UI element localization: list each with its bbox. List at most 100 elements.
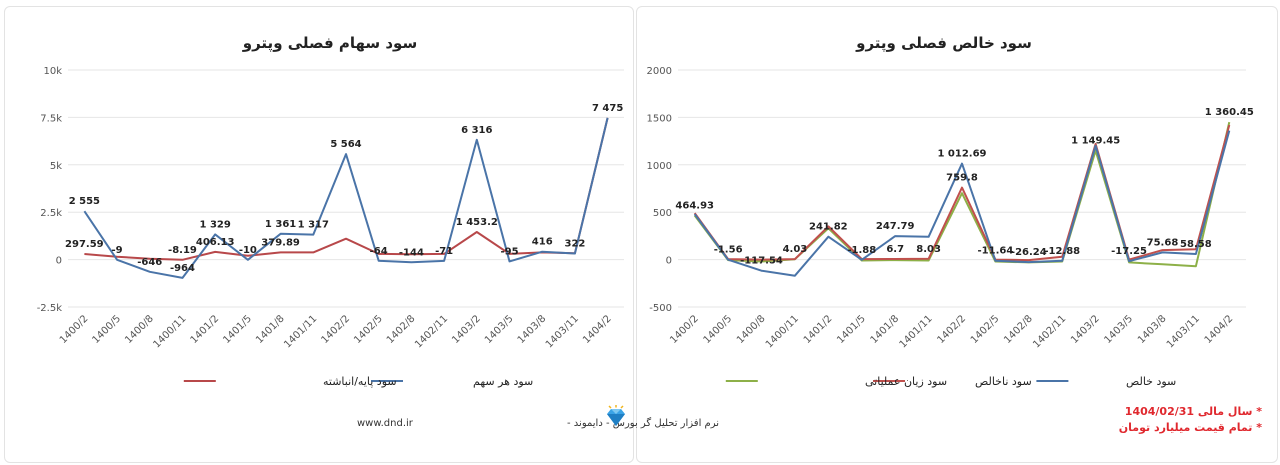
x-tick-label: 1402/5 [352,313,385,346]
x-tick-label: 1404/2 [581,313,614,346]
chart-title: سود خالص فصلی وپترو [855,34,1032,53]
data-label: -12.88 [1044,246,1080,257]
x-tick-label: 1400/11 [151,313,188,350]
x-tick-label: 1400/8 [123,313,156,346]
diamond-icon [607,405,625,426]
x-tick-label: 1401/5 [221,313,254,346]
y-tick-label: 7.5k [40,113,62,124]
x-tick-label: 1401/8 [254,313,287,346]
data-label: 297.59 [65,239,104,250]
data-label: -9 [112,245,123,256]
x-tick-label: 1401/2 [189,313,222,346]
x-tick-label: 1402/8 [385,313,418,346]
x-tick-label: 1404/2 [1203,313,1236,346]
data-label: -10 [239,245,257,256]
y-tick-label: 0 [56,256,62,267]
x-tick-label: 1401/11 [898,313,935,350]
data-label: 406.13 [196,237,235,248]
y-tick-label: -500 [649,303,672,314]
data-label: 2 555 [69,196,100,207]
data-label: 1 453.2 [456,217,498,228]
data-label: 4.03 [783,244,808,255]
data-label: -95 [500,246,518,257]
y-tick-label: 1500 [647,113,672,124]
x-tick-label: 1400/5 [702,313,735,346]
data-label: 1 329 [200,219,231,230]
x-tick-label: 1403/8 [1136,313,1169,346]
legend-label: سود هر سهم [473,375,533,388]
x-tick-label: 1400/11 [764,313,801,350]
left-chart: سود سهام فصلی وپترو10k7.5k5k2.5k0-2.5k14… [37,34,624,388]
x-tick-label: 1402/8 [1002,313,1035,346]
data-label: 379.89 [261,237,300,248]
y-tick-label: 10k [43,66,62,77]
data-label: 75.68 [1147,237,1179,248]
x-tick-label: 1402/11 [413,313,450,350]
x-tick-label: 1401/8 [869,313,902,346]
footer: نرم افزار تحلیل گر بورس - دایموند - www.… [357,405,719,429]
data-label: 241.82 [809,222,848,233]
legend-label: سود ناخالص [975,375,1032,388]
y-tick-label: 2.5k [40,208,62,219]
data-label: 1 361 [265,219,296,230]
x-tick-label: 1401/5 [835,313,868,346]
note-units: * تمام قیمت میلیارد تومان [1118,421,1262,434]
series-line [83,117,609,279]
data-label: -646 [137,257,162,268]
data-label: 416 [532,237,553,248]
series-line [84,117,609,261]
data-label: 322 [565,238,586,249]
data-label: 8.03 [916,244,941,255]
y-tick-label: 2000 [647,66,672,77]
x-tick-label: 1402/5 [969,313,1002,346]
y-tick-label: 500 [653,208,672,219]
data-label: -1.88 [847,245,876,256]
legend-label: سود زیان عملیاتی [865,375,947,388]
x-tick-label: 1403/2 [450,313,483,346]
x-tick-label: 1402/2 [319,313,352,346]
legend-label: سود خالص [1126,375,1176,388]
y-tick-label: 5k [50,161,62,172]
data-label: 1 360.45 [1205,107,1254,118]
data-label: 1 149.45 [1071,136,1120,147]
y-tick-label: -2.5k [37,303,63,314]
data-label: -1.56 [714,245,743,256]
site-url: www.dnd.ir [357,418,414,429]
y-tick-label: 0 [666,256,672,267]
notes: * سال مالی 1404/02/31 * تمام قیمت میلیار… [1119,404,1262,436]
x-tick-label: 1403/11 [1165,313,1202,350]
software-label: نرم افزار تحلیل گر بورس - دایموند - [567,417,719,429]
data-label: 6 316 [461,125,492,136]
data-label: -26.24 [1011,247,1047,258]
data-label: 5 564 [330,139,361,150]
data-label: 759.8 [946,173,978,184]
data-label: -11.64 [978,246,1014,257]
left-chart-panel [4,6,634,463]
data-label: -64 [370,246,388,257]
data-label: 464.93 [675,201,714,212]
series-line [693,130,1231,277]
x-tick-label: 1400/8 [735,313,768,346]
x-tick-label: 1401/2 [802,313,835,346]
data-label: -71 [435,246,453,257]
data-label: -117.54 [740,256,783,267]
x-tick-label: 1403/5 [1103,313,1136,346]
right-chart: سود خالص فصلی وپترو2000150010005000-5001… [647,34,1254,388]
x-tick-label: 1403/11 [544,313,581,350]
chart-title: سود سهام فصلی وپترو [242,34,417,53]
x-tick-label: 1402/11 [1031,313,1068,350]
x-tick-label: 1401/11 [282,313,319,350]
x-tick-label: 1400/2 [668,313,701,346]
data-label: -17.25 [1111,246,1147,257]
data-label: -964 [170,263,195,274]
note-fiscal-year: * سال مالی 1404/02/31 [1124,405,1262,418]
x-tick-label: 1403/5 [483,313,516,346]
right-chart-panel [636,6,1278,463]
x-tick-label: 1403/8 [516,313,549,346]
y-tick-label: 1000 [647,161,672,172]
x-tick-label: 1400/2 [58,313,91,346]
x-tick-label: 1403/2 [1069,313,1102,346]
data-label: -8.19 [168,245,197,256]
x-tick-label: 1400/5 [91,313,124,346]
